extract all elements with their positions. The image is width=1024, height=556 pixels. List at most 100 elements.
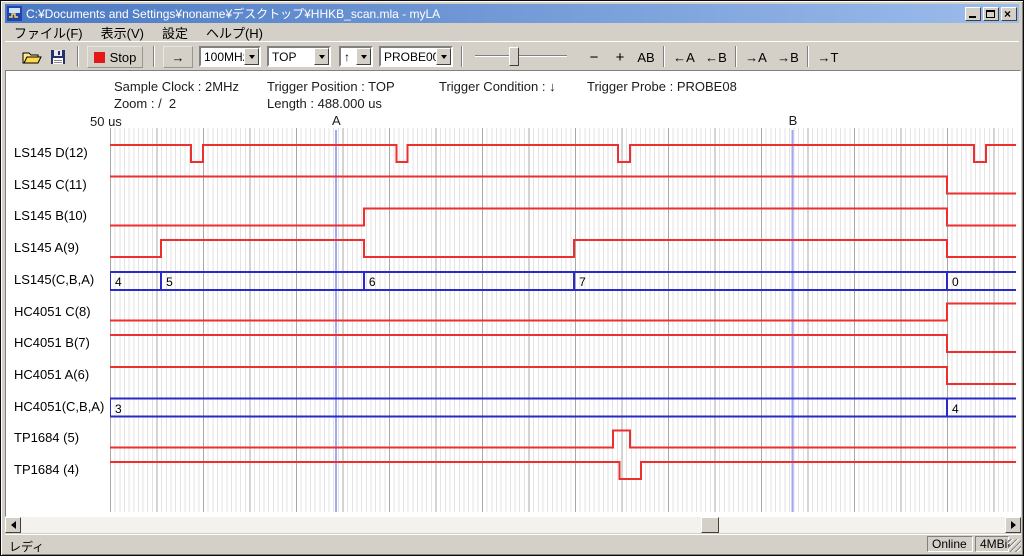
- toolbar: Stop → 100MHz TOP ↑ PROBE00 − + AB ←A: [5, 41, 1019, 70]
- title-bar[interactable]: C:¥Documents and Settings¥noname¥デスクトップ¥…: [5, 4, 1019, 23]
- toolbar-separator: [807, 46, 809, 67]
- menu-bar: ファイル(F) 表示(V) 設定 ヘルプ(H): [5, 24, 1019, 41]
- digital-trace: [110, 461, 1016, 480]
- chevron-down-icon[interactable]: [356, 48, 371, 65]
- status-bar: レディ Online 4MBit: [5, 534, 1021, 554]
- trigger-edge-combo[interactable]: ↑: [339, 46, 373, 67]
- window-title: C:¥Documents and Settings¥noname¥デスクトップ¥…: [26, 7, 441, 21]
- bus-value: 4: [115, 274, 122, 289]
- info-sample-clock: Sample Clock : 2MHz: [114, 79, 239, 94]
- channel-label[interactable]: HC4051 C(8): [14, 303, 91, 319]
- toolbar-separator: [735, 46, 737, 67]
- move-a-left-button[interactable]: ←A: [669, 46, 699, 68]
- move-a-right-button[interactable]: →A: [741, 46, 771, 68]
- resize-grip[interactable]: [1008, 539, 1021, 552]
- chevron-down-icon[interactable]: [436, 48, 451, 65]
- horizontal-scrollbar[interactable]: [5, 517, 1021, 533]
- menu-file[interactable]: ファイル(F): [14, 26, 83, 41]
- ab-span-button[interactable]: AB: [633, 46, 659, 68]
- toolbar-separator: [153, 46, 155, 67]
- channel-label[interactable]: LS145 A(9): [14, 240, 80, 256]
- bus-value: 6: [368, 274, 376, 289]
- toolbar-separator: [461, 46, 463, 67]
- zoom-slider[interactable]: [475, 47, 567, 66]
- channel-label[interactable]: HC4051 B(7): [14, 335, 90, 351]
- channel-label[interactable]: TP1684 (5): [14, 430, 80, 446]
- digital-trace: [110, 239, 1016, 259]
- chevron-down-icon[interactable]: [244, 48, 259, 65]
- bus-value: 0: [952, 274, 959, 289]
- maximize-button[interactable]: [983, 6, 999, 21]
- time-division-label: 50 us: [90, 114, 122, 129]
- scroll-right-icon: [1010, 521, 1016, 529]
- digital-trace: [110, 207, 1016, 227]
- bus-value: 5: [166, 274, 173, 289]
- waveform-client-area: Sample Clock : 2MHz Zoom : / 2 Trigger P…: [5, 70, 1021, 517]
- scroll-left-button[interactable]: [5, 517, 21, 533]
- zoom-in-button[interactable]: +: [609, 46, 631, 68]
- waveform-plot[interactable]: 4 5 6 7 0 3 4: [110, 128, 1016, 512]
- minimize-button[interactable]: [965, 6, 981, 21]
- bus-value: 7: [579, 274, 586, 289]
- goto-trigger-button[interactable]: →T: [813, 46, 843, 68]
- bus-value: 4: [952, 401, 959, 416]
- info-zoom: Zoom : / 2: [114, 96, 177, 111]
- probe-combo[interactable]: PROBE00: [379, 46, 453, 67]
- digital-trace: [110, 334, 1016, 354]
- status-memory: 4MBit: [975, 536, 1011, 552]
- digital-trace: [110, 429, 1016, 449]
- sample-rate-value: 100MHz: [204, 49, 244, 64]
- bus-trace: [110, 270, 1016, 291]
- zoom-out-button[interactable]: −: [583, 46, 605, 68]
- toolbar-separator: [77, 46, 79, 67]
- close-button[interactable]: ×: [1001, 6, 1017, 21]
- menu-help[interactable]: ヘルプ(H): [205, 26, 264, 41]
- close-icon: ×: [1004, 6, 1012, 21]
- zoom-slider-thumb[interactable]: [509, 47, 519, 66]
- floppy-disk-icon: [51, 50, 65, 64]
- move-b-left-button[interactable]: ←B: [701, 46, 731, 68]
- marker-b-label: B: [788, 113, 798, 128]
- run-arrow-icon: →: [171, 49, 185, 65]
- chevron-down-icon[interactable]: [314, 48, 329, 65]
- channel-label[interactable]: LS145 B(10): [14, 208, 87, 224]
- channel-label[interactable]: LS145(C,B,A): [14, 271, 95, 287]
- menu-view[interactable]: 表示(V): [100, 26, 144, 41]
- save-file-button[interactable]: [47, 46, 69, 68]
- channel-label[interactable]: HC4051(C,B,A): [14, 398, 105, 414]
- scroll-right-button[interactable]: [1005, 517, 1021, 533]
- info-trigger-probe: Trigger Probe : PROBE08: [587, 79, 737, 94]
- move-b-right-button[interactable]: →B: [773, 46, 803, 68]
- scrollbar-thumb[interactable]: [701, 517, 719, 533]
- toolbar-separator: [663, 46, 665, 67]
- trigger-position-combo[interactable]: TOP: [267, 46, 331, 67]
- status-online: Online: [927, 536, 973, 552]
- scroll-left-icon: [10, 521, 16, 529]
- stop-button[interactable]: Stop: [87, 46, 143, 68]
- run-button[interactable]: →: [163, 46, 193, 68]
- digital-trace: [110, 144, 1016, 163]
- bus-trace: [110, 397, 1016, 418]
- menu-settings[interactable]: 設定: [161, 26, 188, 41]
- stop-label: Stop: [109, 49, 137, 65]
- info-length: Length : 488.000 us: [267, 96, 382, 111]
- probe-value: PROBE00: [384, 49, 436, 64]
- stop-icon: [93, 51, 105, 63]
- maximize-icon: [986, 9, 995, 18]
- sample-rate-combo[interactable]: 100MHz: [199, 46, 261, 67]
- digital-trace: [110, 175, 1016, 195]
- bus-value: 3: [115, 401, 122, 416]
- digital-trace: [110, 365, 1016, 385]
- channel-label[interactable]: LS145 D(12): [14, 145, 88, 160]
- minimize-icon: [969, 15, 976, 18]
- marker-a-label: A: [331, 113, 341, 128]
- info-trigger-condition: Trigger Condition : ↓: [439, 79, 556, 94]
- trigger-edge-value: ↑: [344, 49, 350, 64]
- channel-label[interactable]: HC4051 A(6): [14, 366, 90, 382]
- open-file-button[interactable]: [19, 46, 45, 68]
- channel-label[interactable]: TP1684 (4): [14, 462, 80, 477]
- status-ready: レディ: [9, 540, 45, 554]
- channel-label[interactable]: LS145 C(11): [14, 176, 87, 192]
- waveform-svg: [110, 130, 1016, 512]
